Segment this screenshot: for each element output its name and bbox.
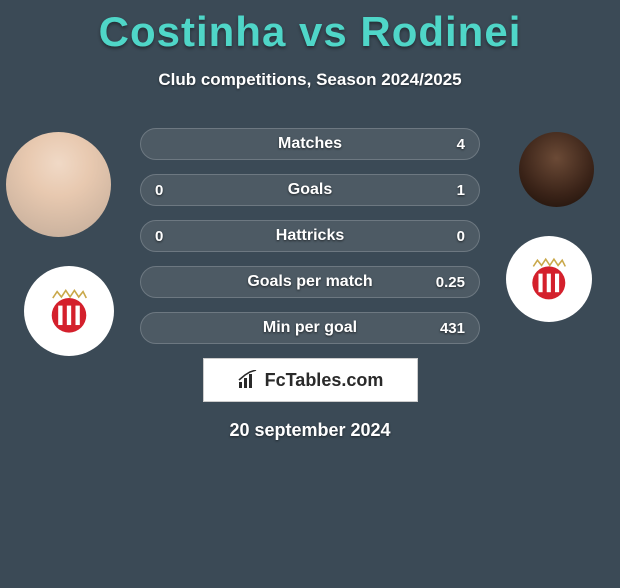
club-right-crest bbox=[506, 236, 592, 322]
olympiacos-crest-icon bbox=[523, 253, 575, 305]
stat-right-value: 1 bbox=[429, 182, 465, 199]
olympiacos-crest-icon bbox=[42, 284, 96, 338]
stat-row: Goals per match 0.25 bbox=[140, 266, 480, 298]
club-left-crest bbox=[24, 266, 114, 356]
page-title: Costinha vs Rodinei bbox=[0, 8, 620, 56]
player-right-avatar bbox=[519, 132, 594, 207]
stat-right-value: 0 bbox=[429, 228, 465, 245]
stat-left-value: 0 bbox=[155, 182, 191, 199]
player-left-avatar bbox=[6, 132, 111, 237]
stat-label: Matches bbox=[278, 135, 342, 153]
stat-label: Goals per match bbox=[247, 273, 372, 291]
stat-right-value: 0.25 bbox=[429, 274, 465, 291]
fctables-badge[interactable]: FcTables.com bbox=[203, 358, 418, 402]
stat-left-value: 0 bbox=[155, 228, 191, 245]
stat-row: 0 Goals 1 bbox=[140, 174, 480, 206]
stat-right-value: 4 bbox=[429, 136, 465, 153]
stats-container: Matches 4 0 Goals 1 0 Hattricks 0 Goals … bbox=[140, 128, 480, 344]
chart-icon bbox=[237, 370, 259, 390]
stat-right-value: 431 bbox=[429, 320, 465, 337]
stat-label: Hattricks bbox=[276, 227, 344, 245]
subtitle: Club competitions, Season 2024/2025 bbox=[0, 70, 620, 90]
stat-label: Min per goal bbox=[263, 319, 357, 337]
fctables-label: FcTables.com bbox=[265, 370, 384, 391]
stat-row: 0 Hattricks 0 bbox=[140, 220, 480, 252]
stat-row: Matches 4 bbox=[140, 128, 480, 160]
stat-label: Goals bbox=[288, 181, 332, 199]
stat-row: Min per goal 431 bbox=[140, 312, 480, 344]
date-label: 20 september 2024 bbox=[0, 420, 620, 441]
